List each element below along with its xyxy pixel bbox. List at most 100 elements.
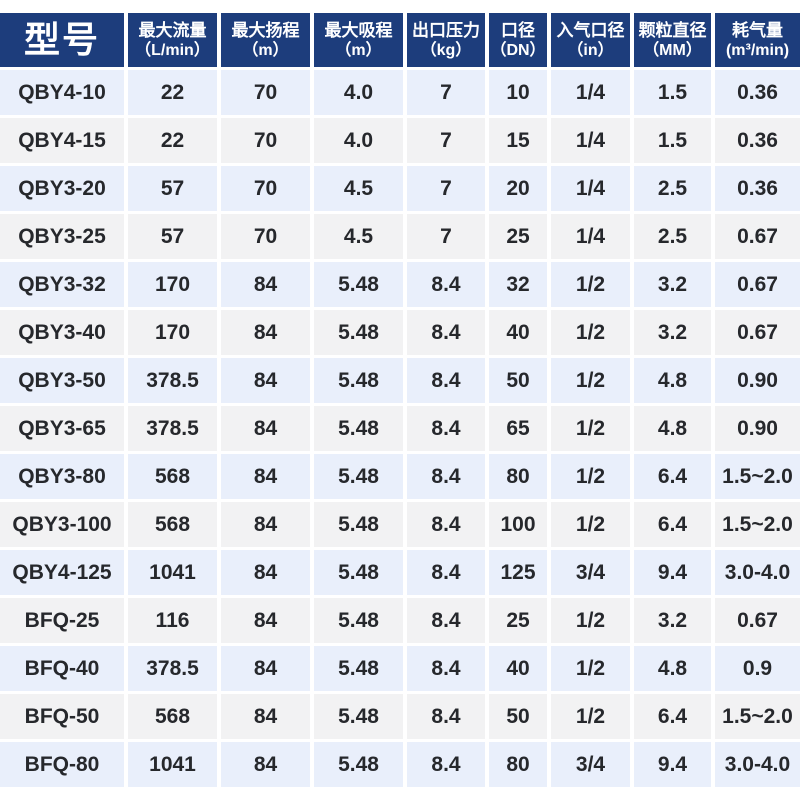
col-header-particle-diameter: 颗粒直径 （MM） [634, 13, 711, 67]
value-cell: 0.90 [715, 358, 800, 403]
value-cell: 4.8 [634, 646, 711, 691]
value-cell: 125 [489, 550, 547, 595]
value-cell: 8.4 [407, 694, 485, 739]
value-cell: 0.36 [715, 118, 800, 163]
value-cell: 8.4 [407, 310, 485, 355]
table-row: BFQ-25 116 84 5.48 8.4 25 1/2 3.2 0.67 [0, 598, 800, 643]
value-cell: 3.2 [634, 262, 711, 307]
value-cell: 5.48 [314, 742, 403, 787]
table-row: QBY4-10 22 70 4.0 7 10 1/4 1.5 0.36 [0, 70, 800, 115]
value-cell: 25 [489, 598, 547, 643]
value-cell: 22 [128, 70, 217, 115]
header-row: 型号 最大流量 （L/min） 最大扬程 （m） 最大吸程 （m） 出口压力 （… [0, 13, 800, 67]
value-cell: 2.5 [634, 214, 711, 259]
value-cell: 70 [221, 70, 310, 115]
value-cell: 3.2 [634, 598, 711, 643]
value-cell: 25 [489, 214, 547, 259]
model-cell: QBY3-25 [0, 214, 124, 259]
value-cell: 5.48 [314, 358, 403, 403]
value-cell: 100 [489, 502, 547, 547]
table-row: BFQ-40 378.5 84 5.48 8.4 40 1/2 4.8 0.9 [0, 646, 800, 691]
value-cell: 57 [128, 166, 217, 211]
col-header-air-inlet-unit: （in） [567, 42, 614, 60]
value-cell: 0.67 [715, 214, 800, 259]
value-cell: 9.4 [634, 742, 711, 787]
value-cell: 0.67 [715, 598, 800, 643]
col-header-diameter-title: 口径 [501, 20, 535, 40]
col-header-air-consumption: 耗气量 (m³/min) [715, 13, 800, 67]
value-cell: 1/2 [551, 598, 630, 643]
value-cell: 1.5~2.0 [715, 502, 800, 547]
value-cell: 5.48 [314, 550, 403, 595]
value-cell: 1.5 [634, 118, 711, 163]
value-cell: 1/2 [551, 358, 630, 403]
col-header-max-flow-title: 最大流量 [138, 20, 207, 40]
table-row: QBY3-20 57 70 4.5 7 20 1/4 2.5 0.36 [0, 166, 800, 211]
table-row: QBY3-100 568 84 5.48 8.4 100 1/2 6.4 1.5~2.0 [0, 502, 800, 547]
value-cell: 4.5 [314, 166, 403, 211]
table-row: QBY3-25 57 70 4.5 7 25 1/4 2.5 0.67 [0, 214, 800, 259]
value-cell: 3/4 [551, 550, 630, 595]
value-cell: 7 [407, 118, 485, 163]
col-header-air-inlet-title: 入气口径 [556, 20, 625, 40]
value-cell: 6.4 [634, 502, 711, 547]
col-header-model: 型号 [0, 13, 124, 67]
value-cell: 8.4 [407, 550, 485, 595]
value-cell: 8.4 [407, 262, 485, 307]
value-cell: 568 [128, 502, 217, 547]
col-header-max-head: 最大扬程 （m） [221, 13, 310, 67]
value-cell: 378.5 [128, 646, 217, 691]
value-cell: 1/2 [551, 502, 630, 547]
col-header-air-consumption-title: 耗气量 [732, 20, 783, 40]
value-cell: 3.0-4.0 [715, 742, 800, 787]
table-row: QBY4-125 1041 84 5.48 8.4 125 3/4 9.4 3.0-4.0 [0, 550, 800, 595]
value-cell: 378.5 [128, 406, 217, 451]
col-header-outlet-pressure-unit: （kg） [420, 42, 472, 60]
col-header-particle-diameter-title: 颗粒直径 [638, 20, 707, 40]
value-cell: 84 [221, 550, 310, 595]
model-cell: QBY3-40 [0, 310, 124, 355]
value-cell: 8.4 [407, 406, 485, 451]
value-cell: 5.48 [314, 502, 403, 547]
value-cell: 4.8 [634, 358, 711, 403]
value-cell: 40 [489, 310, 547, 355]
value-cell: 8.4 [407, 502, 485, 547]
value-cell: 7 [407, 166, 485, 211]
value-cell: 3/4 [551, 742, 630, 787]
col-header-max-flow-unit: （L/min） [135, 42, 210, 60]
table-row: QBY3-50 378.5 84 5.48 8.4 50 1/2 4.8 0.90 [0, 358, 800, 403]
value-cell: 1/4 [551, 166, 630, 211]
value-cell: 65 [489, 406, 547, 451]
col-header-outlet-pressure: 出口压力 （kg） [407, 13, 485, 67]
value-cell: 8.4 [407, 646, 485, 691]
value-cell: 80 [489, 454, 547, 499]
value-cell: 8.4 [407, 454, 485, 499]
table-row: QBY3-65 378.5 84 5.48 8.4 65 1/2 4.8 0.90 [0, 406, 800, 451]
pump-spec-table: 型号 最大流量 （L/min） 最大扬程 （m） 最大吸程 （m） 出口压力 （… [0, 10, 800, 790]
value-cell: 1/2 [551, 310, 630, 355]
value-cell: 7 [407, 214, 485, 259]
value-cell: 170 [128, 310, 217, 355]
model-cell: QBY3-65 [0, 406, 124, 451]
value-cell: 8.4 [407, 742, 485, 787]
col-header-max-suction: 最大吸程 （m） [314, 13, 403, 67]
model-cell: QBY3-20 [0, 166, 124, 211]
value-cell: 57 [128, 214, 217, 259]
col-header-outlet-pressure-title: 出口压力 [412, 20, 480, 40]
value-cell: 5.48 [314, 598, 403, 643]
model-cell: QBY3-80 [0, 454, 124, 499]
table-row: QBY3-40 170 84 5.48 8.4 40 1/2 3.2 0.67 [0, 310, 800, 355]
value-cell: 170 [128, 262, 217, 307]
value-cell: 20 [489, 166, 547, 211]
value-cell: 84 [221, 694, 310, 739]
value-cell: 0.67 [715, 310, 800, 355]
value-cell: 40 [489, 646, 547, 691]
value-cell: 0.36 [715, 70, 800, 115]
value-cell: 84 [221, 598, 310, 643]
value-cell: 116 [128, 598, 217, 643]
value-cell: 80 [489, 742, 547, 787]
value-cell: 1/2 [551, 694, 630, 739]
value-cell: 15 [489, 118, 547, 163]
value-cell: 3.2 [634, 310, 711, 355]
value-cell: 70 [221, 214, 310, 259]
